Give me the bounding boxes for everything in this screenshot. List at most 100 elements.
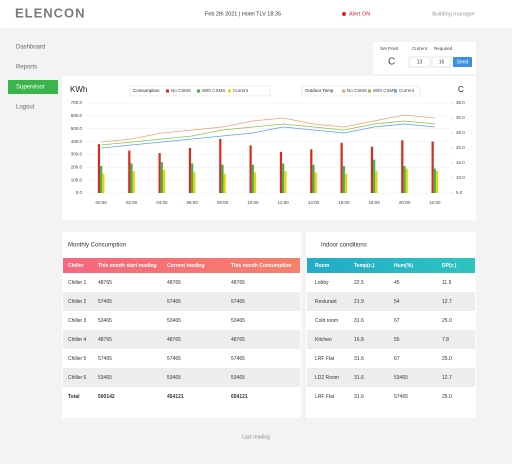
- table-cell: 31.6: [354, 318, 364, 324]
- bar: [249, 145, 252, 193]
- bar: [158, 153, 161, 193]
- table-cell: 55: [394, 337, 400, 343]
- y-tick-label: 200.0: [71, 164, 83, 169]
- bar: [431, 141, 434, 193]
- bar: [314, 172, 317, 193]
- y2-axis-label: C: [458, 85, 464, 94]
- bar: [130, 163, 133, 193]
- legend-swatch: [166, 89, 169, 93]
- datetime: Feb 2th 2021 | Hotel TLV 18:35: [205, 11, 281, 17]
- y2-tick-label: 10.0: [456, 175, 465, 180]
- legend-label[interactable]: With CSMS: [373, 88, 396, 93]
- current-box: [408, 56, 431, 68]
- row-stripe: [307, 368, 475, 387]
- current-value: 13: [417, 59, 423, 65]
- table-cell: Chiller 5: [68, 356, 87, 362]
- setpoint-title: Set Point: [380, 46, 399, 51]
- table-cell: Kitchen: [315, 337, 332, 343]
- table-cell: Lobby: [315, 280, 329, 286]
- table-cell: Resturant: [315, 299, 337, 305]
- bar: [97, 144, 101, 193]
- table-cell: 31.6: [354, 394, 364, 400]
- bar: [312, 164, 315, 193]
- bar: [340, 142, 343, 193]
- line: [101, 123, 435, 149]
- table-cell: 57465: [231, 356, 245, 362]
- table-cell: 31.6: [354, 375, 364, 381]
- y-tick-label: 400.0: [71, 139, 83, 144]
- table-cell: 48765: [231, 280, 245, 286]
- alert[interactable]: Alert ON: [349, 11, 370, 17]
- legend-label[interactable]: With CSMS: [202, 88, 225, 93]
- y2-tick-label: 5.0: [456, 190, 463, 195]
- table-cell: 16.8: [354, 337, 364, 343]
- table-cell: 48765: [231, 337, 245, 343]
- table-header: Temp(c.): [354, 263, 375, 269]
- send-label[interactable]: Send: [457, 59, 469, 65]
- bar: [344, 173, 348, 193]
- x-tick-label: 10:00: [247, 200, 259, 205]
- legend-label[interactable]: Current: [399, 88, 415, 93]
- legend-title: Outdoor Temp: [305, 88, 334, 93]
- bar: [279, 151, 283, 193]
- bar: [128, 150, 131, 193]
- required-box[interactable]: [431, 56, 452, 68]
- legend-label[interactable]: Current: [233, 88, 249, 93]
- table-cell: 67: [394, 318, 400, 324]
- table-cell: 53465: [231, 318, 245, 324]
- table-cell: 48765: [98, 337, 112, 343]
- table-header: Room: [315, 263, 330, 269]
- sidebar-item[interactable]: Dashboard: [16, 45, 45, 51]
- x-tick-label: 08:00: [217, 200, 229, 205]
- sidebar-item[interactable]: Logout: [16, 105, 35, 111]
- bar: [223, 173, 226, 193]
- bar: [370, 146, 374, 193]
- table-cell: LD2 Room: [315, 375, 339, 381]
- table-cell: Chiller 3: [68, 318, 87, 324]
- y-tick-label: 100.0: [71, 177, 83, 182]
- legend-label[interactable]: No CSMS: [171, 88, 191, 93]
- bar: [433, 168, 436, 193]
- row-stripe: [63, 330, 300, 349]
- table-cell: 654121: [231, 394, 248, 400]
- table-cell: 57465: [231, 299, 245, 305]
- sidebar-item[interactable]: Reports: [16, 65, 37, 71]
- legend-title: Consumption: [133, 88, 160, 93]
- table-cell: 53465: [394, 375, 408, 381]
- table-cell: 48765: [98, 280, 112, 286]
- table-cell: LRF Flat: [315, 394, 335, 400]
- x-tick-label: 06:00: [187, 200, 199, 205]
- bar: [282, 163, 285, 193]
- table-cell: 53465: [231, 375, 245, 381]
- table-cell: Chiller 1: [68, 280, 87, 286]
- legend-swatch: [228, 89, 231, 93]
- bar: [221, 164, 224, 193]
- x-tick-label: 14:00: [308, 200, 320, 205]
- send-button[interactable]: [453, 57, 472, 67]
- user[interactable]: Building manager: [432, 11, 475, 17]
- current-label: Current: [412, 46, 428, 51]
- table-cell: 500142: [98, 394, 115, 400]
- header-bar: [0, 0, 512, 28]
- table-header: Chiller: [68, 263, 84, 269]
- legend-label[interactable]: No CSMS: [347, 88, 367, 93]
- row-stripe: [63, 292, 300, 311]
- table-cell: 53465: [98, 375, 112, 381]
- bar: [342, 166, 345, 193]
- y2-tick-label: 20.0: [456, 145, 465, 150]
- row-stripe: [307, 330, 475, 349]
- legend-box: [301, 85, 421, 97]
- y-tick-label: 500.0: [71, 126, 83, 131]
- table-cell: 57465: [394, 394, 408, 400]
- bar: [188, 148, 192, 193]
- table-header: Hum(%): [394, 263, 413, 269]
- y2-tick-label: 35.0: [456, 100, 465, 105]
- table-cell: 53465: [98, 318, 112, 324]
- legend-swatch: [197, 89, 200, 93]
- y-tick-label: 0.0: [76, 190, 83, 195]
- sidebar-item[interactable]: Supervisor: [16, 85, 45, 91]
- bar: [373, 159, 376, 193]
- table-cell: Cold room: [315, 318, 338, 324]
- y-tick-label: 300.0: [71, 152, 83, 157]
- table-cell: 57465: [167, 356, 181, 362]
